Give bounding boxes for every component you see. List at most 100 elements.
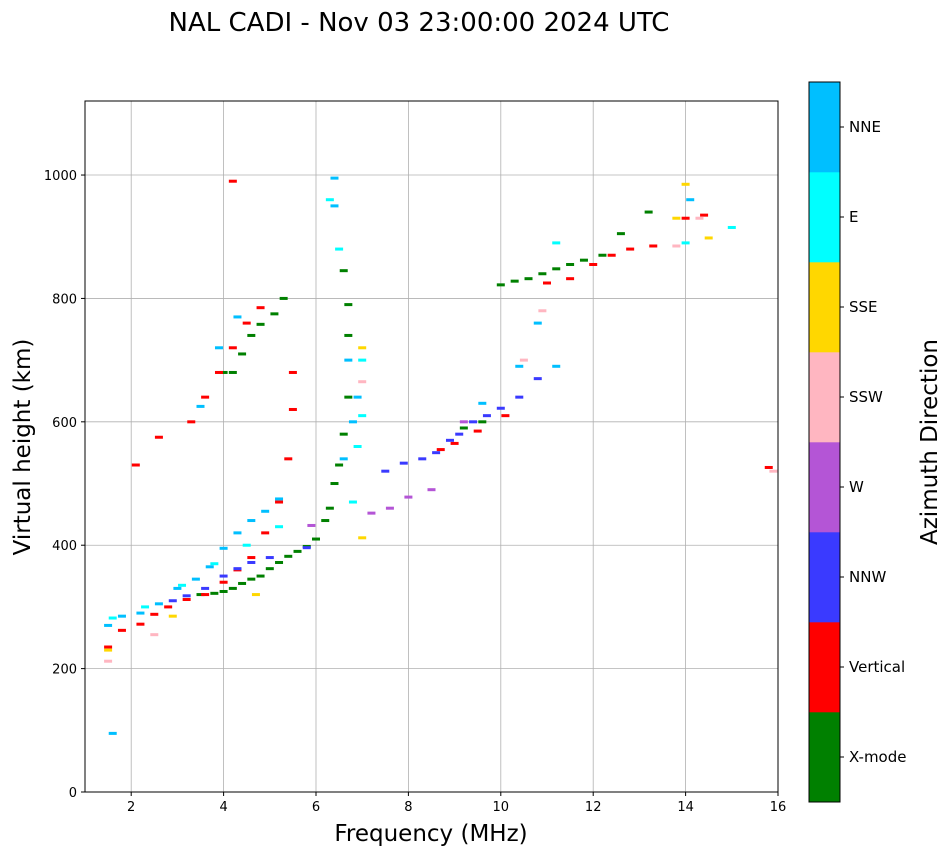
colorbar-tick-label: W — [849, 478, 864, 496]
y-tick-label: 0 — [69, 786, 77, 801]
x-tick-label: 8 — [404, 800, 412, 815]
echo-point — [201, 593, 210, 597]
echo-point — [348, 500, 357, 504]
echo-point — [108, 616, 117, 620]
echo-point — [233, 567, 242, 571]
echo-point — [279, 296, 288, 300]
echo-point — [164, 605, 173, 609]
echo-point — [353, 445, 362, 448]
echo-point — [566, 262, 575, 266]
echo-point — [173, 586, 182, 590]
x-axis-ticks: 2 4 6 8 10 12 14 16 — [127, 792, 786, 815]
echo-point — [427, 488, 436, 492]
echo-point — [325, 506, 334, 510]
echo-point — [552, 267, 561, 271]
echo-point — [150, 633, 159, 637]
echo-point — [219, 580, 228, 584]
echo-point — [344, 395, 353, 399]
echo-point — [136, 611, 145, 615]
echo-point — [288, 370, 297, 374]
echo-point — [339, 269, 348, 273]
echo-point — [543, 281, 551, 285]
echo-point — [626, 247, 635, 251]
y-tick-label: 800 — [52, 292, 77, 307]
echo-point — [247, 333, 256, 337]
colorbar-tick-label: NNE — [849, 118, 881, 136]
echo-point — [275, 500, 284, 504]
echo-point — [219, 370, 228, 374]
echo-point — [552, 364, 561, 368]
echo-point — [344, 333, 353, 337]
echo-point — [191, 577, 200, 581]
x-tick-label: 4 — [219, 800, 227, 815]
echo-point — [275, 497, 284, 501]
y-axis-label: Virtual height (km) — [10, 339, 36, 556]
echo-point — [182, 598, 191, 602]
echo-point — [700, 213, 709, 217]
echo-point — [256, 322, 265, 326]
echo-point — [330, 482, 339, 486]
colorbar-swatch-x-mode — [809, 712, 840, 803]
colorbar-frame — [808, 81, 841, 803]
echo-point — [616, 232, 625, 236]
echo-point — [381, 469, 390, 473]
series-nnw — [168, 377, 542, 603]
colorbar-swatch-nne — [809, 82, 840, 173]
chart-title: NAL CADI - Nov 03 23:00:00 2024 UTC — [169, 8, 670, 38]
echo-point — [589, 262, 598, 266]
echo-point — [265, 556, 274, 560]
echo-point — [187, 420, 196, 424]
echo-point — [214, 346, 223, 350]
echo-point — [704, 236, 713, 240]
echo-point — [150, 612, 159, 616]
echo-point — [473, 429, 482, 433]
echo-point — [358, 414, 367, 418]
echo-point — [367, 511, 376, 515]
echo-point — [233, 531, 242, 535]
colorbar-label: Azimuth Direction — [917, 339, 943, 545]
echo-point — [325, 198, 334, 202]
echo-point — [141, 605, 150, 609]
echo-point — [579, 258, 588, 262]
echo-point — [515, 364, 524, 368]
echo-point — [312, 537, 320, 541]
echo-point — [205, 565, 214, 569]
echo-point — [358, 536, 367, 540]
echo-point — [210, 562, 219, 566]
echo-point — [251, 593, 260, 597]
y-tick-label: 400 — [52, 539, 77, 554]
y-tick-label: 200 — [52, 663, 77, 678]
echo-point — [210, 591, 219, 595]
echo-point — [399, 461, 408, 465]
echo-point — [256, 306, 265, 310]
echo-point — [117, 628, 126, 632]
colorbar-swatch-e — [809, 172, 840, 263]
echo-point — [566, 277, 575, 281]
y-axis-ticks: 0 200 400 600 800 1000 — [44, 169, 85, 801]
echo-point — [196, 593, 205, 597]
echo-point — [284, 554, 293, 558]
echo-point — [247, 519, 256, 523]
echo-point — [358, 358, 367, 362]
echo-point — [538, 272, 547, 276]
echo-point — [459, 420, 468, 424]
echo-point — [358, 346, 367, 350]
echo-point — [598, 253, 607, 257]
echo-point — [519, 358, 528, 362]
echo-point — [510, 279, 519, 283]
echo-point — [538, 309, 547, 313]
plot-frame — [84, 100, 779, 793]
echo-point — [533, 321, 542, 325]
echo-point — [344, 303, 353, 307]
echo-point — [358, 380, 367, 384]
echo-point — [672, 244, 681, 248]
echo-point — [247, 556, 256, 560]
echo-point — [496, 406, 505, 410]
echo-point — [681, 182, 690, 186]
series-vertical — [104, 179, 773, 649]
echo-point — [288, 407, 297, 411]
x-tick-label: 12 — [585, 800, 602, 815]
echo-point — [233, 315, 242, 319]
echo-point — [432, 451, 441, 455]
echo-point — [196, 404, 205, 408]
